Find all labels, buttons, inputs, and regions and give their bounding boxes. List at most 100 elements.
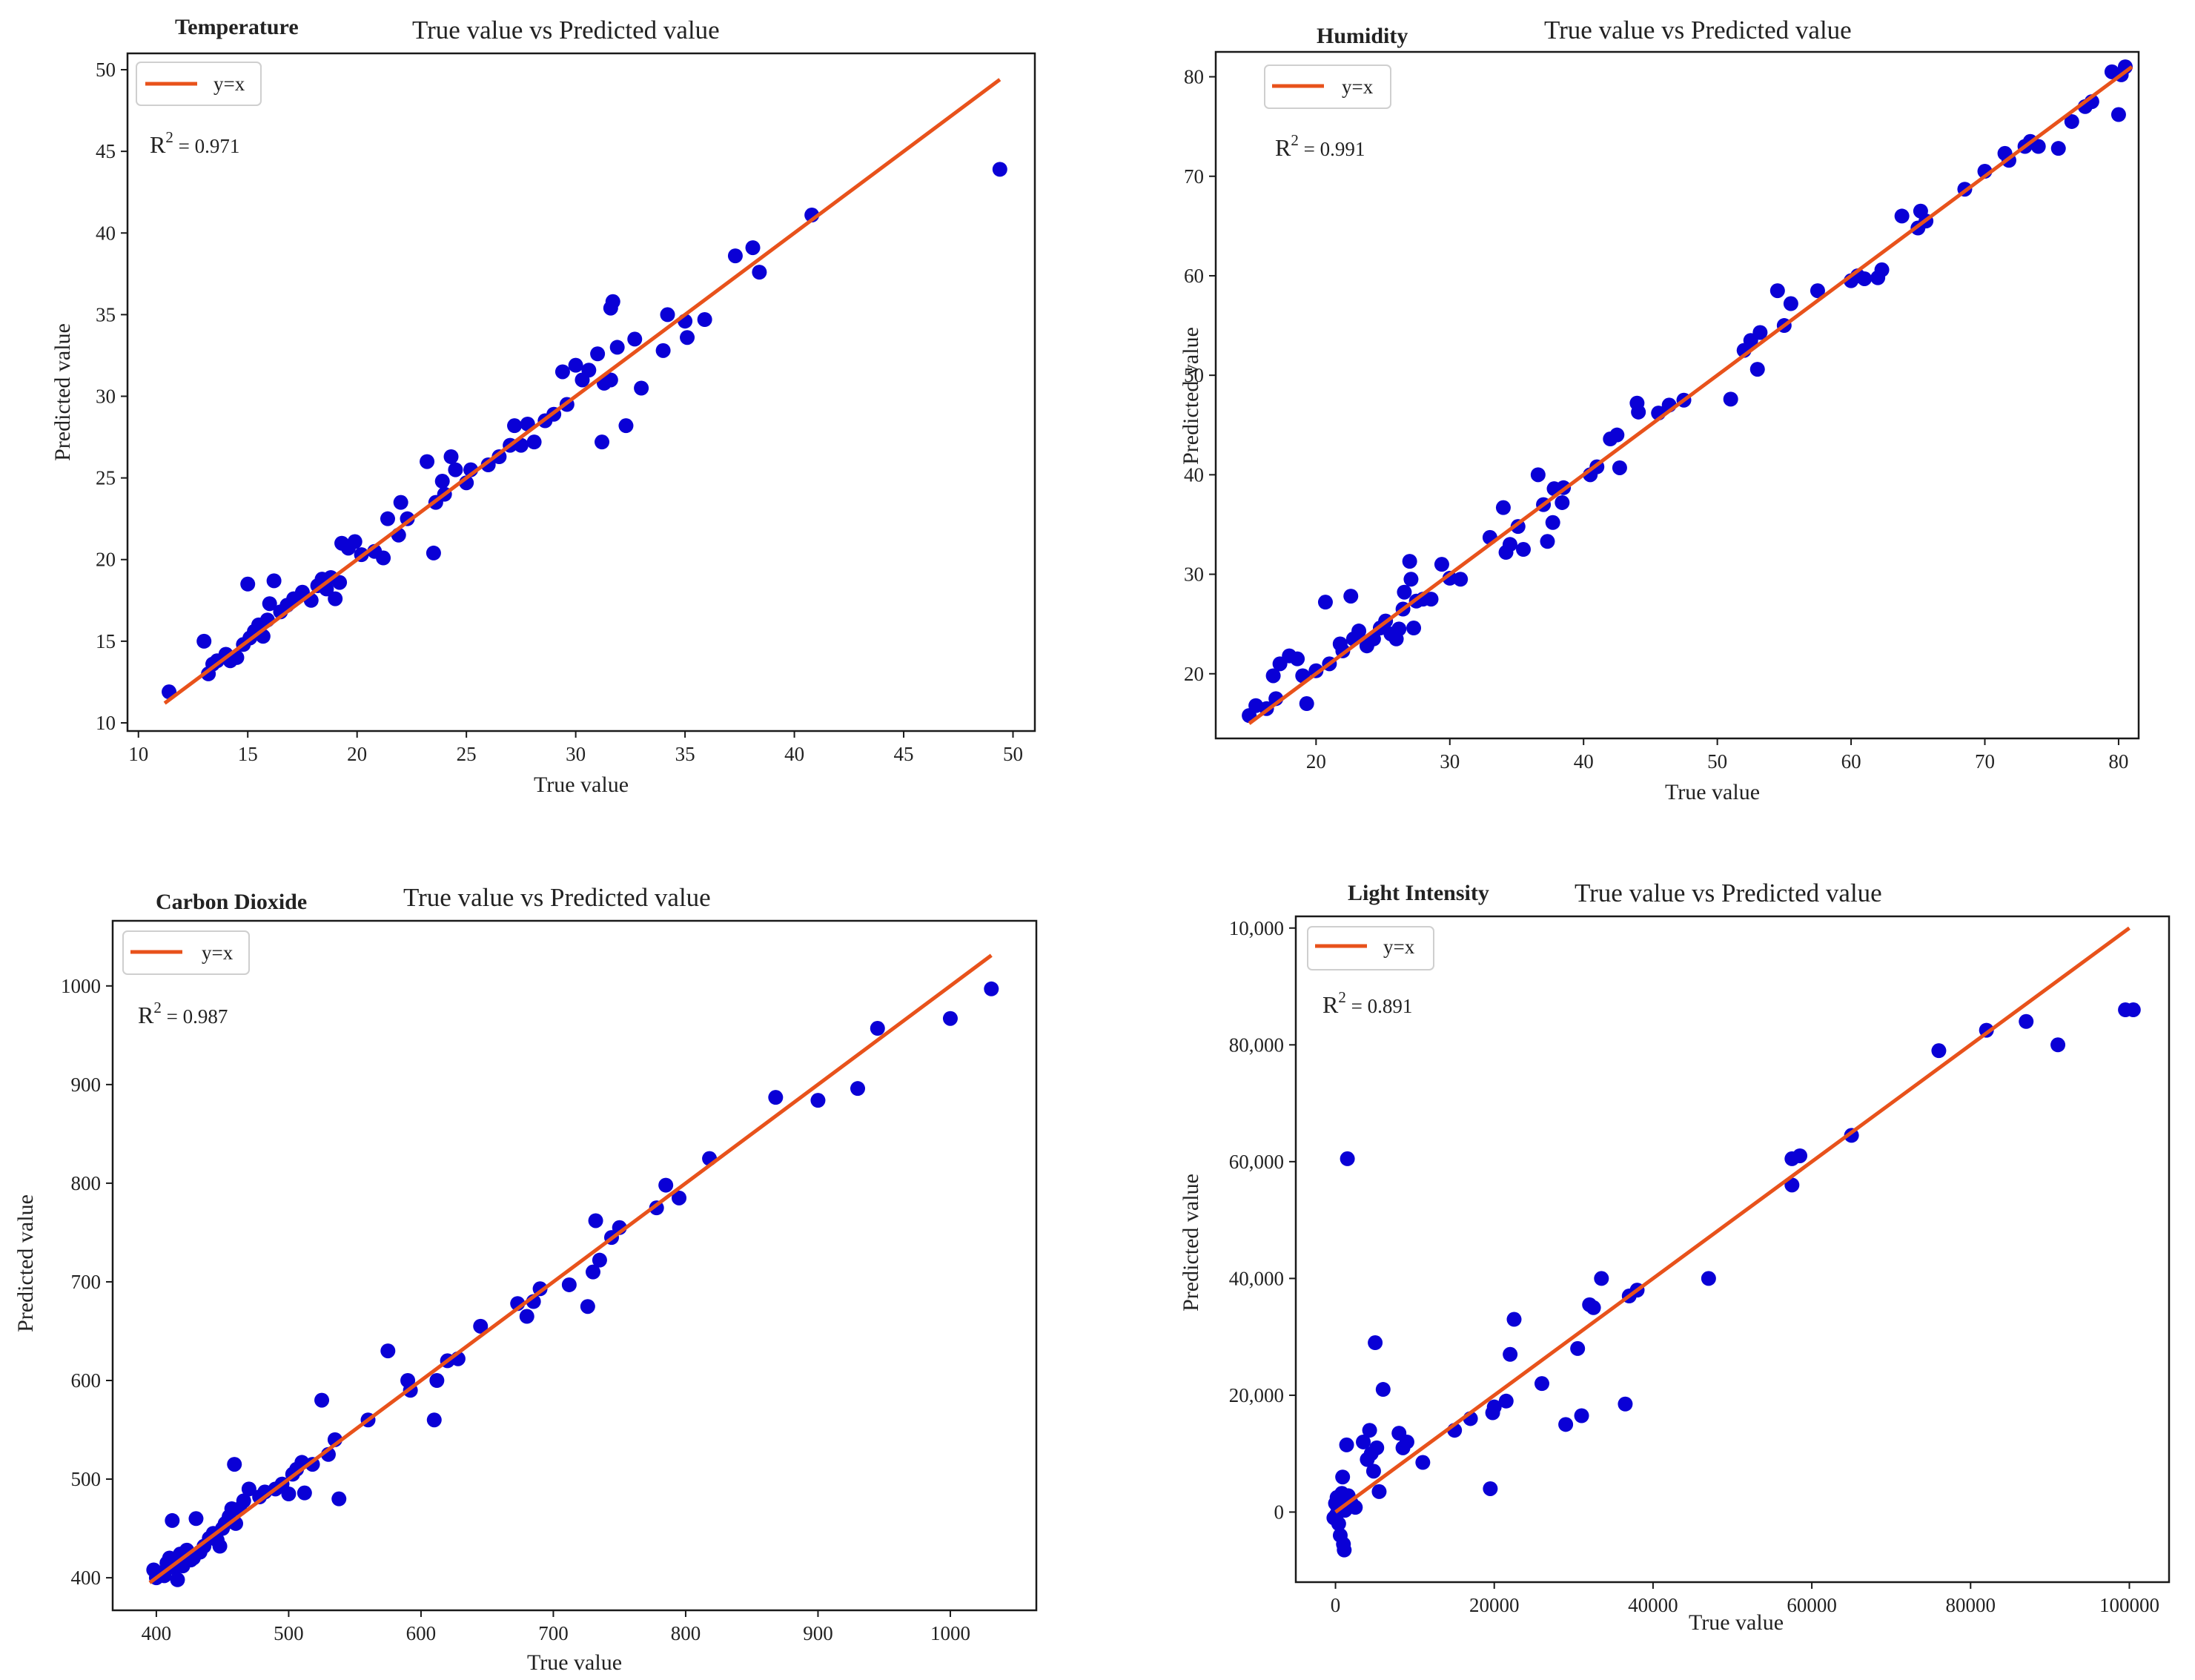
y-tick-label: 20 — [1184, 663, 1204, 685]
legend-label: y=x — [202, 942, 234, 964]
data-point — [697, 311, 712, 327]
data-point — [585, 1264, 600, 1280]
data-point — [2064, 113, 2079, 129]
legend: y=x — [1264, 65, 1391, 109]
data-point — [1483, 1481, 1498, 1496]
y-tick-label: 50 — [1184, 364, 1204, 386]
x-tick-label: 0 — [1331, 1594, 1341, 1616]
x-tick-label: 500 — [274, 1622, 304, 1644]
data-point — [1540, 534, 1555, 549]
y-tick-label: 60,000 — [1229, 1151, 1284, 1173]
data-point — [768, 1090, 784, 1105]
data-point — [984, 981, 999, 996]
data-point — [1299, 696, 1314, 712]
plot-frame — [1294, 915, 2171, 1584]
data-point — [2030, 139, 2046, 154]
data-point — [1506, 1312, 1522, 1327]
data-point — [605, 294, 620, 309]
x-tick-label: 50 — [1707, 750, 1727, 773]
data-point — [1391, 621, 1407, 637]
data-point — [188, 1511, 204, 1527]
x-tick-labels: 0 20000 40000 60000 80000 100000 — [1331, 1582, 2159, 1616]
data-point — [1343, 589, 1359, 604]
data-point — [1857, 271, 1873, 286]
data-point — [1406, 621, 1422, 636]
data-points — [146, 981, 999, 1587]
data-point — [156, 1568, 172, 1584]
data-point — [281, 1486, 297, 1502]
data-point — [1558, 1417, 1574, 1432]
plot-frame — [126, 52, 1036, 732]
data-point — [870, 1021, 885, 1036]
data-point — [1612, 460, 1627, 475]
y-tick-label: 800 — [71, 1172, 102, 1194]
data-point — [603, 372, 618, 388]
r2-value: = 0.987 — [162, 1005, 228, 1028]
data-point — [1586, 1300, 1601, 1315]
x-tick-label: 1000 — [930, 1622, 970, 1644]
data-point — [1371, 1484, 1387, 1499]
x-tick-label: 700 — [538, 1622, 569, 1644]
data-point — [1351, 624, 1367, 639]
y-axis-label: Predicted value — [1179, 327, 1203, 465]
y-tick-label: 20 — [96, 549, 116, 571]
data-point — [426, 545, 441, 560]
data-point — [1810, 283, 1825, 299]
data-points — [1242, 59, 2133, 724]
r2-value: = 0.891 — [1346, 995, 1412, 1017]
panel-temperature: Temperature True value vs Predicted valu… — [50, 15, 1036, 797]
data-point — [1402, 554, 1417, 569]
data-point — [810, 1093, 826, 1108]
r2-superscript: 2 — [1291, 131, 1299, 149]
data-point — [595, 434, 610, 450]
data-point — [1769, 283, 1785, 299]
legend-box — [136, 62, 262, 106]
x-tick-label: 80000 — [1946, 1594, 1996, 1616]
data-point — [1317, 595, 1333, 610]
r2-annotation: R2 = 0.991 — [1275, 131, 1365, 161]
data-point — [426, 1412, 442, 1428]
y-tick-labels: 400 500 600 700 800 900 1000 — [61, 975, 113, 1589]
data-point — [618, 418, 634, 434]
data-point — [1415, 1455, 1431, 1470]
data-point — [241, 1481, 256, 1497]
data-point — [1530, 467, 1546, 483]
data-point — [448, 462, 463, 477]
x-axis-label: True value — [527, 1650, 622, 1675]
data-point — [1331, 1516, 1346, 1532]
panel-name: Light Intensity — [1348, 881, 1489, 905]
fit-line — [163, 78, 1002, 705]
legend-box — [1264, 65, 1391, 109]
data-point — [400, 511, 415, 526]
data-point — [1752, 325, 1768, 340]
legend: y=x — [122, 930, 250, 975]
data-point — [297, 1485, 312, 1501]
data-point — [1369, 1440, 1385, 1455]
data-point — [1792, 1148, 1808, 1163]
x-tick-label: 40 — [784, 743, 804, 765]
r2-value: = 0.971 — [173, 135, 239, 157]
y-tick-label: 700 — [71, 1271, 102, 1293]
data-point — [1365, 1464, 1381, 1479]
data-point — [1502, 537, 1517, 552]
x-tick-label: 20000 — [1469, 1594, 1520, 1616]
r2-annotation: R2 = 0.987 — [138, 999, 228, 1028]
data-point — [850, 1081, 866, 1097]
panel-name: Temperature — [175, 15, 299, 39]
x-tick-label: 70 — [1975, 750, 1995, 773]
x-tick-label: 10 — [128, 743, 148, 765]
data-point — [588, 1213, 603, 1228]
fit-line — [148, 953, 993, 1584]
data-points — [1326, 1002, 2141, 1558]
data-point — [1784, 1177, 1800, 1193]
r2-annotation: R2 = 0.891 — [1322, 988, 1412, 1018]
data-point — [328, 591, 343, 606]
r2-symbol: R — [1275, 134, 1291, 161]
r2-annotation: R2 = 0.971 — [150, 128, 239, 158]
data-point — [1442, 570, 1457, 586]
x-tick-label: 15 — [238, 743, 258, 765]
data-point — [592, 1252, 607, 1268]
fit-line — [1334, 926, 2131, 1514]
data-point — [380, 511, 395, 526]
data-point — [429, 1373, 445, 1388]
